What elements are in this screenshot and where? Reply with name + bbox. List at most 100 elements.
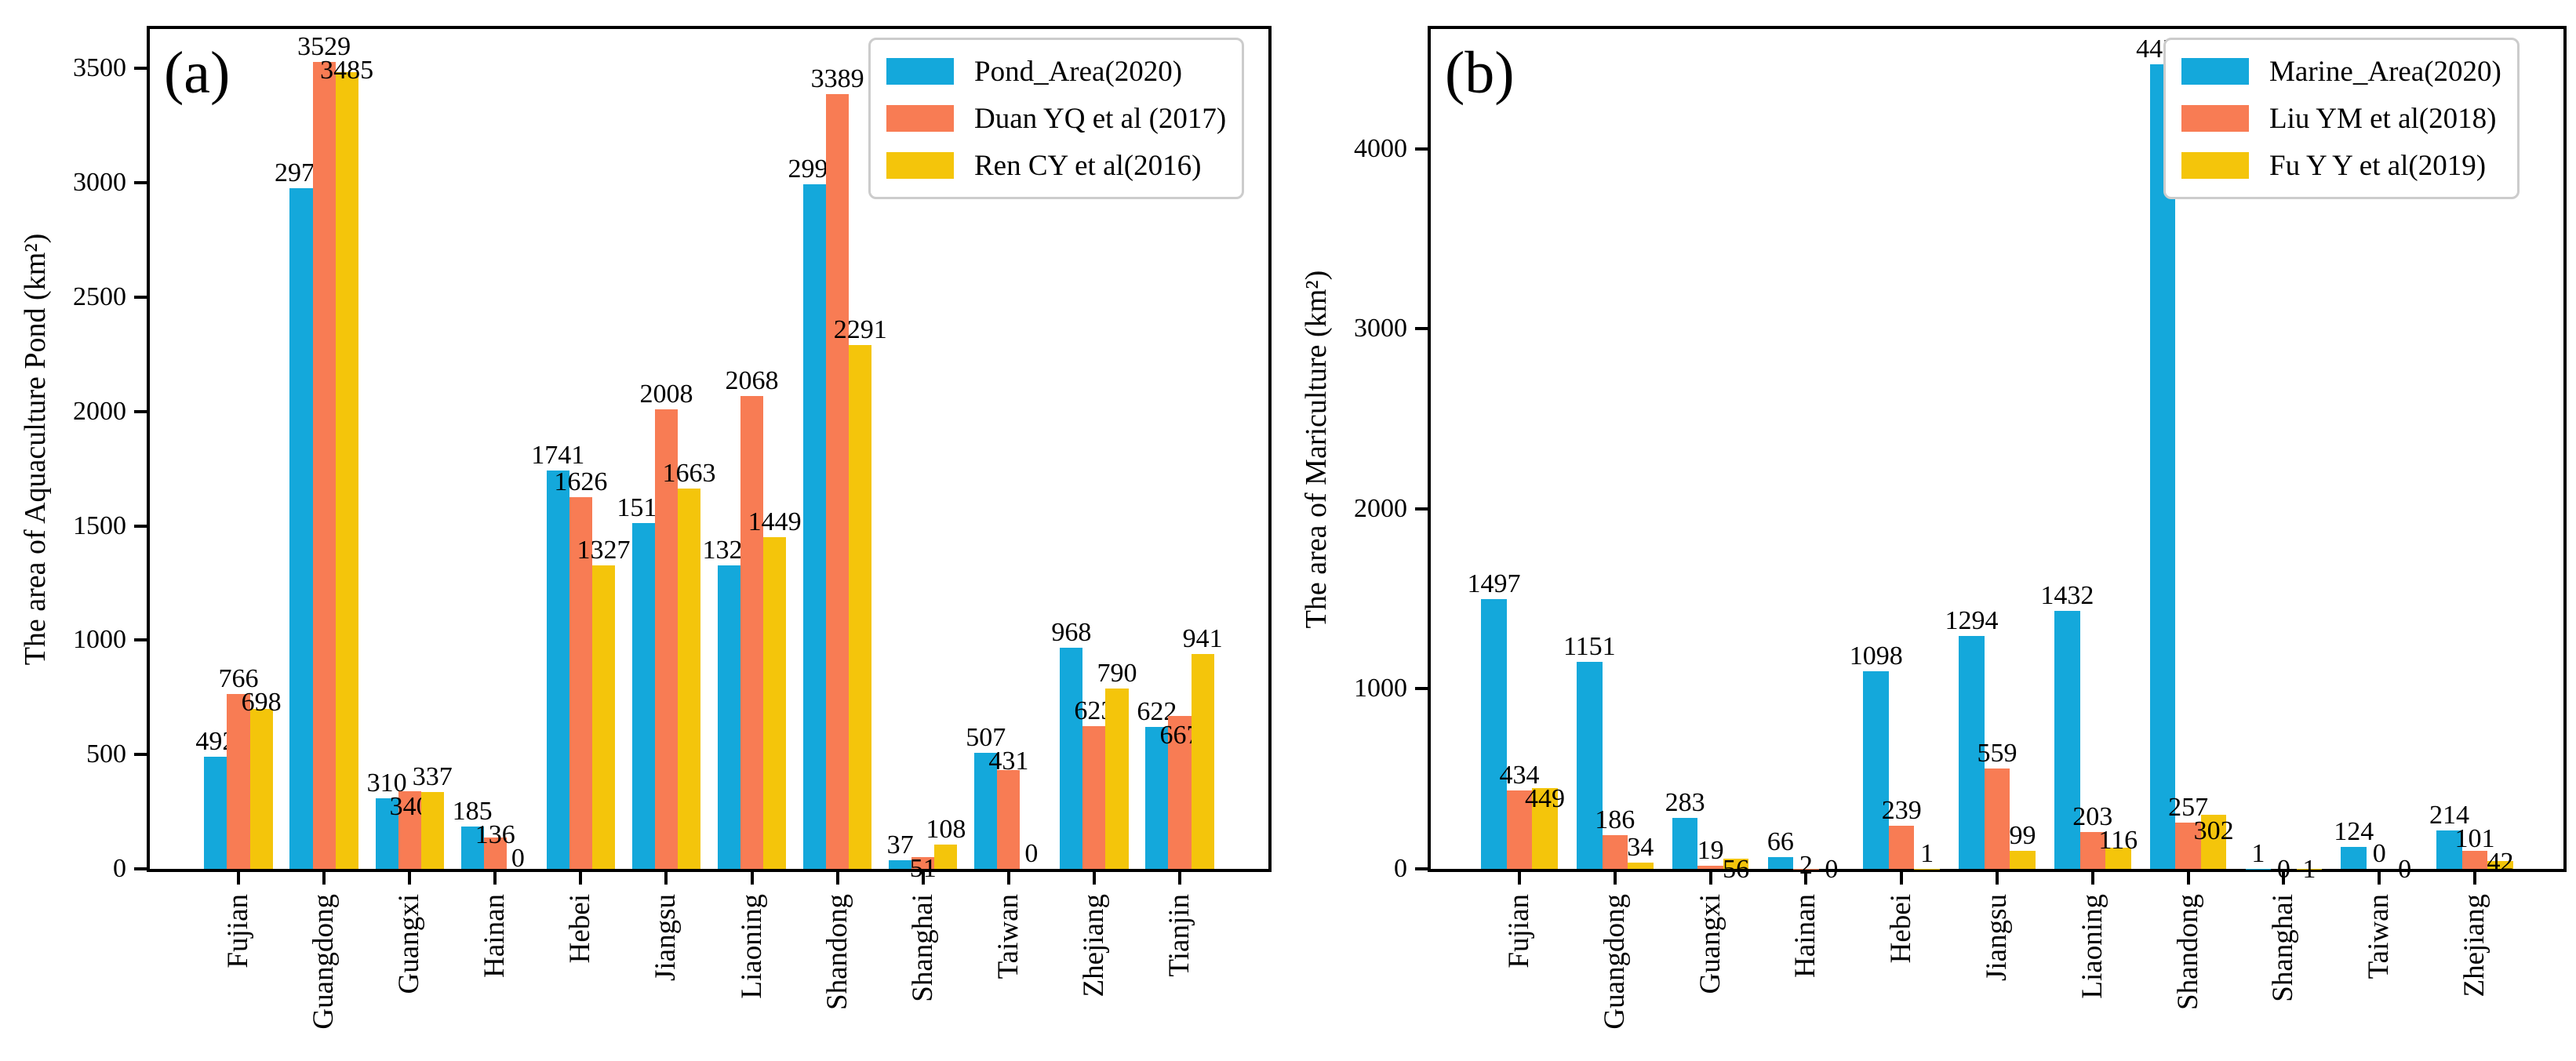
bar-a-s0-jiangsu (631, 523, 655, 869)
bar-b-s1-fujian (1506, 790, 1533, 869)
x-tick (237, 870, 240, 885)
y-tick (134, 67, 147, 71)
x-tick (322, 870, 326, 885)
bar-value-label: 1294 (1945, 605, 1999, 635)
bar-value-label: 1432 (2040, 581, 2094, 611)
y-tick (134, 867, 147, 870)
bar-value-label: 559 (1977, 738, 2018, 768)
y-tick (1415, 507, 1428, 511)
bar-a-s1-zhejiang (1082, 726, 1106, 869)
bar-value-label: 0 (2276, 855, 2290, 884)
y-tick-label: 2000 (1354, 493, 1407, 523)
bar-value-label: 51 (909, 854, 937, 884)
x-tick (921, 870, 925, 885)
y-tick-label: 1500 (73, 511, 126, 540)
bar-a-s0-guangdong (289, 188, 313, 869)
bar-a-s1-liaoning (740, 395, 764, 869)
legend-label: Marine_Area(2020) (2269, 55, 2501, 88)
bar-value-label: 790 (1097, 658, 1137, 688)
bar-value-label: 203 (2072, 802, 2113, 832)
bar-b-s1-shandong (2175, 822, 2201, 869)
bar-value-label: 239 (1881, 796, 1922, 826)
x-tick-label: Liaoning (2076, 894, 2108, 999)
bar-value-label: 449 (1524, 784, 1565, 814)
bar-value-label: 1098 (1849, 641, 1903, 670)
bar-b-s1-guangdong (1602, 835, 1628, 869)
y-tick-label: 3500 (73, 53, 126, 83)
x-tick (1006, 870, 1010, 885)
bar-b-s1-guangxi (1697, 865, 1723, 869)
bar-value-label: 99 (2009, 821, 2036, 851)
x-tick-label: Shanghai (2267, 894, 2300, 1002)
bar-value-label: 337 (412, 761, 453, 791)
bar-value-label: 2068 (725, 365, 779, 395)
bar-a-s2-guangdong (335, 71, 358, 869)
bar-value-label: 0 (1825, 855, 1839, 884)
bar-a-s2-jiangsu (678, 489, 701, 869)
bar-a-s0-hebei (546, 471, 569, 869)
bar-value-label: 0 (2372, 839, 2386, 868)
plot-frame (147, 26, 1272, 872)
bar-value-label: 136 (475, 820, 515, 850)
bar-value-label: 283 (1665, 788, 1705, 818)
x-tick-label: Fujian (1503, 894, 1535, 968)
x-tick-label: Zhejiang (2458, 894, 2490, 997)
y-tick-label: 0 (113, 854, 126, 883)
y-tick-label: 1000 (73, 625, 126, 655)
bar-value-label: 1663 (662, 459, 716, 489)
bar-a-s1-guangxi (398, 790, 421, 869)
x-tick (493, 870, 497, 885)
y-tick (1415, 147, 1428, 151)
legend-label: Ren CY et al(2016) (974, 149, 1202, 182)
bar-a-s2-shanghai (934, 844, 958, 869)
x-tick-label: Shandong (2171, 894, 2204, 1010)
y-tick (134, 295, 147, 299)
bar-value-label: 0 (511, 844, 525, 874)
x-tick (2378, 870, 2381, 885)
x-tick (1900, 870, 1904, 885)
bar-value-label: 434 (1499, 761, 1540, 790)
bar-value-label: 108 (926, 814, 966, 844)
y-tick (1415, 687, 1428, 691)
y-tick-label: 3000 (73, 168, 126, 198)
legend-label: Pond_Area(2020) (974, 55, 1183, 88)
bar-a-s0-hainan (460, 827, 484, 869)
y-tick-label: 500 (86, 739, 126, 769)
bar-value-label: 3389 (810, 64, 864, 93)
bar-value-label: 116 (2098, 826, 2138, 856)
legend-swatch (2181, 152, 2249, 179)
legend-swatch (2181, 58, 2249, 85)
bar-value-label: 968 (1051, 617, 1092, 647)
bar-b-s2-liaoning (2105, 848, 2131, 869)
x-tick (1092, 870, 1096, 885)
legend-label: Duan YQ et al (2017) (974, 102, 1227, 135)
bar-value-label: 19 (1697, 835, 1724, 865)
y-tick (134, 181, 147, 185)
bar-value-label: 1 (2302, 855, 2316, 884)
bar-b-s0-hebei (1863, 670, 1889, 869)
bar-b-s2-shandong (2200, 814, 2227, 869)
bar-a-s1-taiwan (997, 770, 1021, 869)
bar-b-s0-guangdong (1577, 661, 1603, 869)
bar-value-label: 42 (2487, 847, 2514, 877)
x-tick (1178, 870, 1181, 885)
y-tick-label: 4000 (1354, 133, 1407, 163)
x-tick (664, 870, 668, 885)
bar-a-s1-tianjin (1168, 716, 1192, 869)
legend-item: Marine_Area(2020) (2181, 51, 2501, 92)
bar-b-s0-guangxi (1672, 818, 1698, 869)
bar-b-s2-fujian (1532, 787, 1558, 869)
bar-b-s1-zhejiang (2461, 850, 2488, 869)
bar-a-s2-liaoning (763, 537, 787, 869)
x-tick (2090, 870, 2094, 885)
x-tick (750, 870, 754, 885)
bar-a-s1-shandong (826, 93, 850, 869)
legend-item: Fu Y Y et al(2019) (2181, 145, 2501, 186)
bar-value-label: 0 (1024, 839, 1039, 868)
bar-a-s1-hainan (483, 838, 507, 869)
x-tick (1804, 870, 1808, 885)
y-tick-label: 2500 (73, 282, 126, 311)
y-tick (1415, 327, 1428, 331)
